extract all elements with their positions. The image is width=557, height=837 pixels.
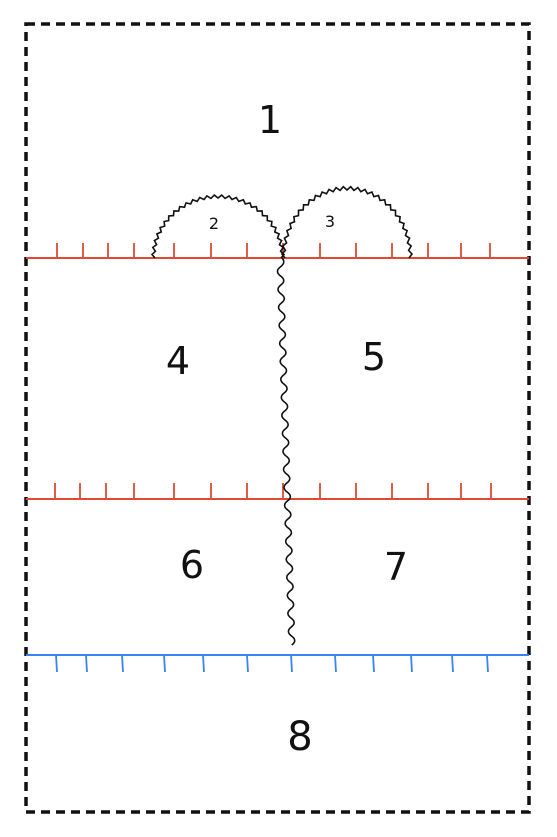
hatch-tick <box>410 654 413 673</box>
hatch-tick <box>246 654 249 673</box>
middle-red-hatched-line <box>26 483 529 500</box>
region-1-label: 1 <box>258 98 282 142</box>
region-5-label: 5 <box>362 335 386 379</box>
hatch-tick <box>163 654 166 673</box>
hatch-tick <box>451 654 454 673</box>
region-4-label: 4 <box>166 339 190 383</box>
region-3-label: 3 <box>325 212 335 231</box>
region-2-label: 2 <box>209 214 219 233</box>
hatch-tick <box>85 654 88 673</box>
right-wavy-arc <box>280 185 414 259</box>
region-7-label: 7 <box>384 545 408 589</box>
hatch-tick <box>290 654 293 673</box>
vertical-wavy-line <box>276 257 296 646</box>
hatch-tick <box>121 654 124 673</box>
hatch-tick <box>486 654 489 673</box>
hatch-tick <box>202 654 205 673</box>
hatch-tick <box>372 654 375 673</box>
region-6-label: 6 <box>180 543 204 587</box>
hatch-tick <box>55 654 58 673</box>
upper-red-hatched-line <box>26 243 529 259</box>
region-8-label: 8 <box>287 714 312 760</box>
lower-blue-hatched-line <box>26 654 529 673</box>
left-wavy-arc <box>150 194 286 259</box>
hatch-tick <box>334 654 337 673</box>
dashed-frame <box>24 22 531 814</box>
